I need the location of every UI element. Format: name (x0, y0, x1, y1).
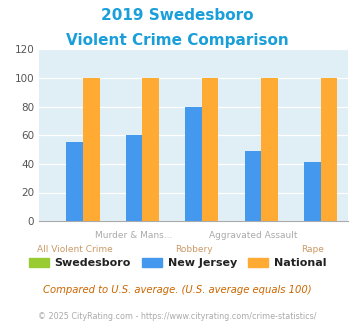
Bar (245, 151, 261, 221)
Text: Rape: Rape (301, 245, 324, 254)
Bar (261, 78, 278, 221)
Text: © 2025 CityRating.com - https://www.cityrating.com/crime-statistics/: © 2025 CityRating.com - https://www.city… (38, 312, 317, 321)
Bar (321, 78, 337, 221)
Text: Robbery: Robbery (175, 245, 212, 254)
Bar (142, 78, 159, 221)
Text: Aggravated Assault: Aggravated Assault (209, 231, 297, 240)
Bar (185, 107, 202, 221)
Text: All Violent Crime: All Violent Crime (37, 245, 113, 254)
Text: Compared to U.S. average. (U.S. average equals 100): Compared to U.S. average. (U.S. average … (43, 285, 312, 295)
Bar (83, 78, 100, 221)
Text: Violent Crime Comparison: Violent Crime Comparison (66, 33, 289, 48)
Text: 2019 Swedesboro: 2019 Swedesboro (101, 8, 254, 23)
Bar (66, 143, 83, 221)
Bar (202, 78, 218, 221)
Legend: Swedesboro, New Jersey, National: Swedesboro, New Jersey, National (24, 253, 331, 273)
Text: Murder & Mans...: Murder & Mans... (95, 231, 173, 240)
Bar (304, 162, 321, 221)
Bar (126, 135, 142, 221)
